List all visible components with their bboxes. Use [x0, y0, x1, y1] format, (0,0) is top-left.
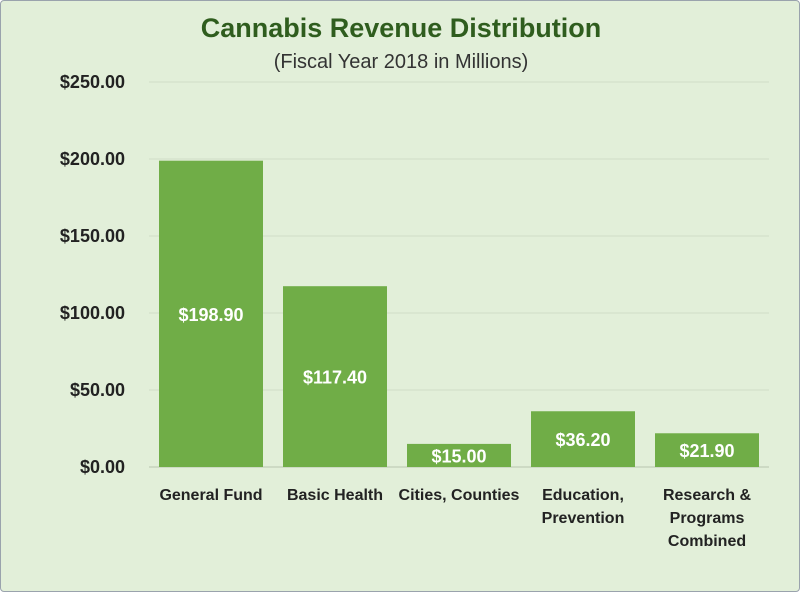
chart-subtitle: (Fiscal Year 2018 in Millions): [273, 51, 529, 73]
bar: [283, 286, 387, 467]
chart-title: Cannabis Revenue Distribution: [200, 13, 602, 43]
data-label: $15.00: [431, 446, 486, 466]
y-tick-label: $200.00: [60, 149, 125, 169]
bar: [655, 433, 759, 467]
x-tick-label: Combined: [668, 533, 746, 550]
data-label: $198.90: [178, 305, 243, 325]
x-tick-label: Programs: [670, 510, 745, 527]
y-tick-label: $50.00: [70, 380, 125, 400]
bar: [407, 443, 511, 467]
y-tick-label: $100.00: [60, 303, 125, 323]
x-tick-label: Research &: [663, 487, 751, 504]
data-label: $21.90: [679, 441, 734, 461]
bar: [531, 411, 635, 467]
y-tick-label: $250.00: [60, 72, 125, 92]
x-tick-label: Prevention: [542, 510, 625, 527]
data-label: $36.20: [555, 430, 610, 450]
data-label: $117.40: [303, 368, 367, 388]
x-tick-label: General Fund: [159, 487, 262, 504]
x-tick-label: Basic Health: [287, 487, 383, 504]
x-tick-label: Cities, Counties: [399, 487, 520, 504]
bar: [159, 160, 263, 467]
y-tick-label: $0.00: [80, 457, 125, 477]
x-tick-label: Education,: [542, 487, 624, 504]
y-tick-label: $150.00: [60, 226, 125, 246]
